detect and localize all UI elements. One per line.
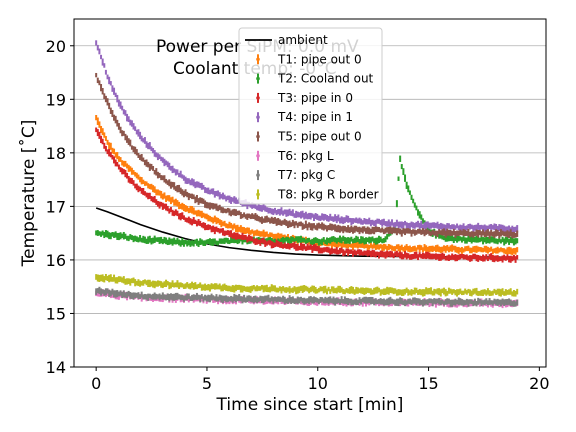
legend-label: T3: pipe in 0: [277, 91, 353, 105]
series-4: [95, 127, 519, 263]
y-tick-label: 16: [46, 251, 66, 270]
series-9: [95, 273, 519, 297]
x-tick-label: 5: [202, 374, 212, 393]
legend-entry: T8: pkg R border: [256, 187, 379, 201]
y-tick-label: 17: [46, 197, 66, 216]
y-axis-label: Temperature [˚C]: [18, 120, 39, 268]
legend-marker: [256, 192, 260, 197]
legend-label: T5: pipe out 0: [277, 130, 362, 144]
legend-marker: [256, 154, 260, 158]
legend-entry: T7: pkg C: [256, 168, 335, 182]
legend-entry: T1: pipe out 0: [256, 52, 362, 66]
series-5: [95, 40, 519, 233]
series-8: [95, 286, 519, 307]
legend-entry: T3: pipe in 0: [256, 91, 353, 105]
y-tick-label: 20: [46, 37, 66, 56]
legend-label: ambient: [278, 33, 328, 47]
legend-label: T2: Cooland out: [277, 72, 374, 86]
legend-label: T6: pkg L: [277, 149, 334, 163]
legend-label: T8: pkg R border: [277, 187, 379, 201]
y-tick-label: 15: [46, 304, 66, 323]
legend: ambient T1: pipe out 0 T2: Cooland out T3: …: [238, 27, 383, 205]
legend-marker: [256, 134, 260, 139]
series-6: [95, 72, 519, 239]
plot-frame: [73, 18, 547, 368]
y-tick-label: 14: [46, 358, 66, 377]
x-tick-label: 15: [418, 374, 438, 393]
legend-label: T4: pipe in 1: [277, 110, 353, 124]
x-tick-label: 20: [529, 374, 549, 393]
series-1: [95, 207, 518, 259]
legend-marker: [256, 96, 260, 100]
legend-label: T1: pipe out 0: [277, 52, 362, 66]
y-tick-label: 18: [46, 144, 66, 163]
ambient-line: [95, 207, 518, 259]
axis-ticks: 14 15 16 17 18 19 20 0 5 10 15 20: [46, 37, 550, 393]
legend-entry: T2: Cooland out: [256, 72, 374, 86]
legend-entry: T5: pipe out 0: [256, 130, 362, 144]
legend-entry: T6: pkg L: [256, 149, 334, 163]
legend-box: [238, 27, 383, 205]
x-tick-label: 10: [308, 374, 328, 393]
legend-entry: ambient: [245, 33, 328, 47]
legend-entry: T4: pipe in 1: [256, 110, 353, 124]
y-tick-label: 19: [46, 90, 66, 109]
series-layer: [95, 40, 519, 309]
legend-marker: [256, 173, 260, 177]
legend-label: T7: pkg C: [277, 168, 335, 182]
x-tick-label: 0: [91, 374, 101, 393]
legend-marker: [256, 57, 260, 62]
x-axis-label: Time since start [min]: [216, 395, 404, 415]
legend-marker: [256, 76, 260, 81]
legend-marker: [256, 115, 260, 119]
